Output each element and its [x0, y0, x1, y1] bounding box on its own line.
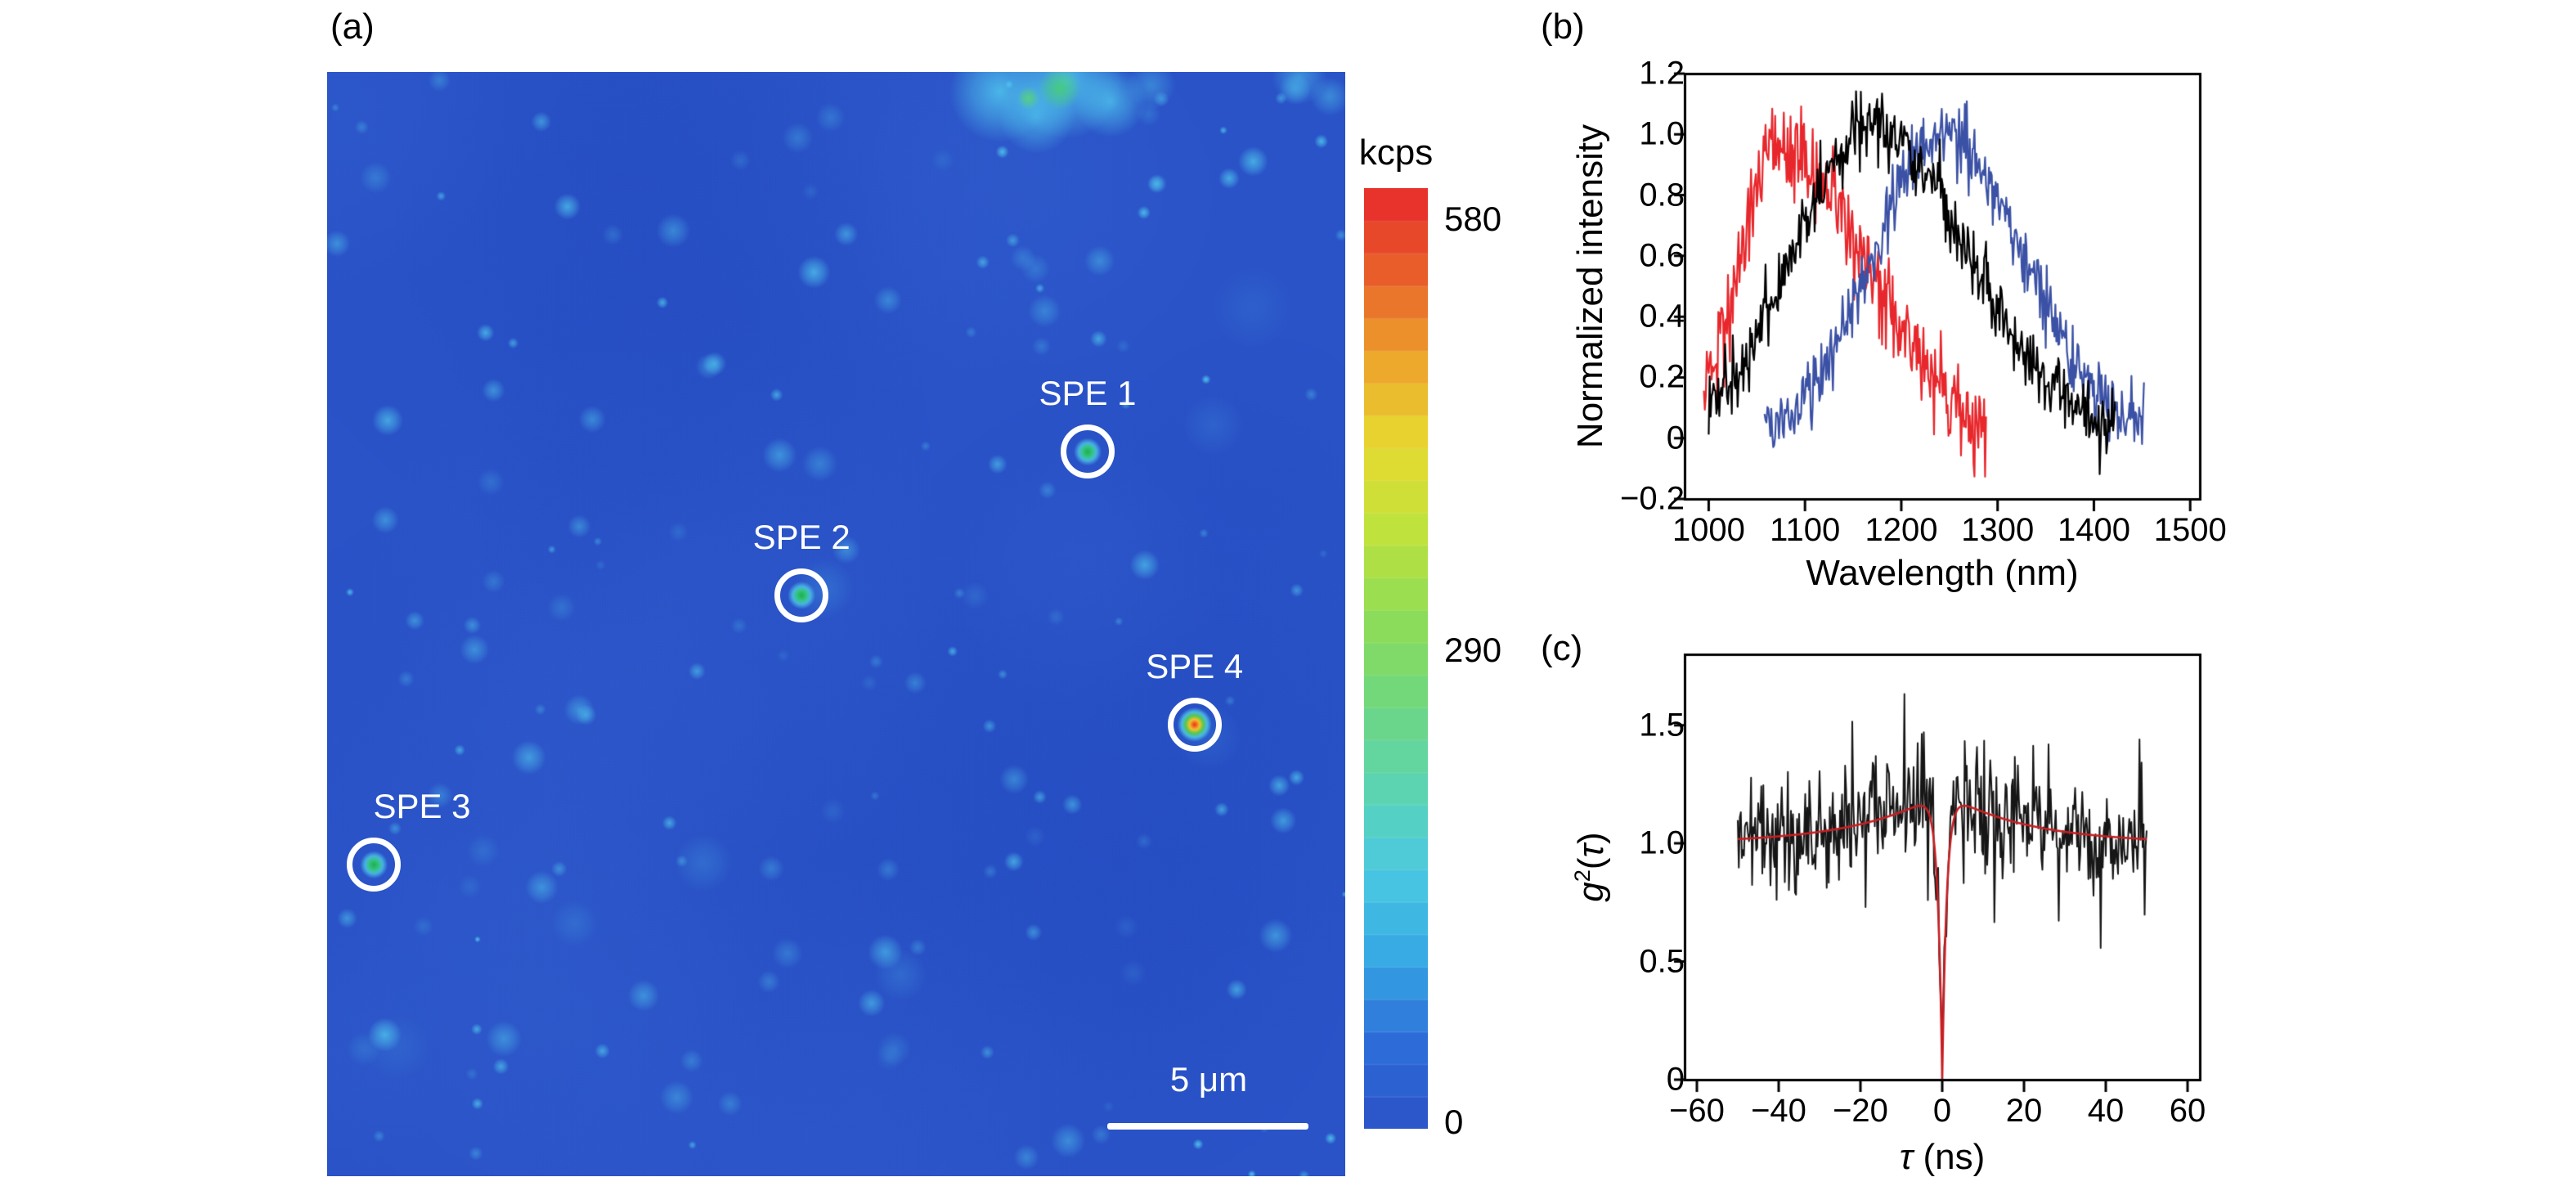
- g2-y-tick-label: 0.5: [1639, 943, 1685, 980]
- spe-2-circle: [774, 568, 829, 622]
- panel-a-label: (a): [330, 7, 375, 47]
- paren-open: (: [1570, 857, 1611, 870]
- spe-4-label: SPE 4: [1146, 646, 1244, 685]
- colorbar-tick-max: 580: [1444, 200, 1502, 238]
- spectra-plot-canvas: [1672, 65, 2228, 523]
- spe-2-label: SPE 2: [752, 517, 850, 556]
- spe-1-label: SPE 1: [1039, 374, 1137, 413]
- spectra-xaxis-title: Wavelength (nm): [1806, 553, 2079, 593]
- spe-4-circle: [1167, 697, 1222, 752]
- spectra-y-tick-label: −0.2: [1620, 480, 1685, 517]
- tau-symbol: τ: [1899, 1137, 1914, 1177]
- colorbar-tick-mid: 290: [1444, 631, 1502, 669]
- spectra-y-tick-label: 1.2: [1639, 55, 1685, 92]
- spectra-yaxis-title: Normalized intensity: [1570, 124, 1610, 449]
- scalebar-label: 5 μm: [1169, 1060, 1248, 1098]
- colorbar-tick-min: 0: [1444, 1103, 1464, 1141]
- scalebar: [1107, 1123, 1308, 1130]
- g2-y-tick-label: 0: [1666, 1061, 1685, 1098]
- scan-map-canvas: [327, 72, 1345, 1176]
- tau-symbol: τ: [1570, 843, 1611, 858]
- g2-xaxis-units: (ns): [1913, 1137, 1986, 1177]
- g2-y-tick-label: 1.5: [1639, 707, 1685, 744]
- colorbar: [1364, 188, 1428, 1129]
- panel-c-label: (c): [1541, 628, 1583, 668]
- spe-3-circle: [347, 838, 402, 892]
- g2-xaxis-title: τ (ns): [1840, 1137, 2044, 1178]
- g2-plot-canvas: [1672, 646, 2228, 1104]
- paren-close: ): [1570, 832, 1611, 844]
- g-symbol: g: [1570, 882, 1611, 902]
- g2-superscript: 2: [1569, 869, 1595, 883]
- colorbar-title: kcps: [1358, 133, 1434, 173]
- panel-b-label: (b): [1541, 7, 1585, 47]
- g2-yaxis-title: g2(τ): [1569, 832, 1612, 901]
- scan-map: SPE 1 SPE 2 SPE 3 SPE 4 5 μm: [327, 72, 1345, 1176]
- spe-3-label: SPE 3: [373, 787, 471, 826]
- spe-1-circle: [1061, 425, 1115, 479]
